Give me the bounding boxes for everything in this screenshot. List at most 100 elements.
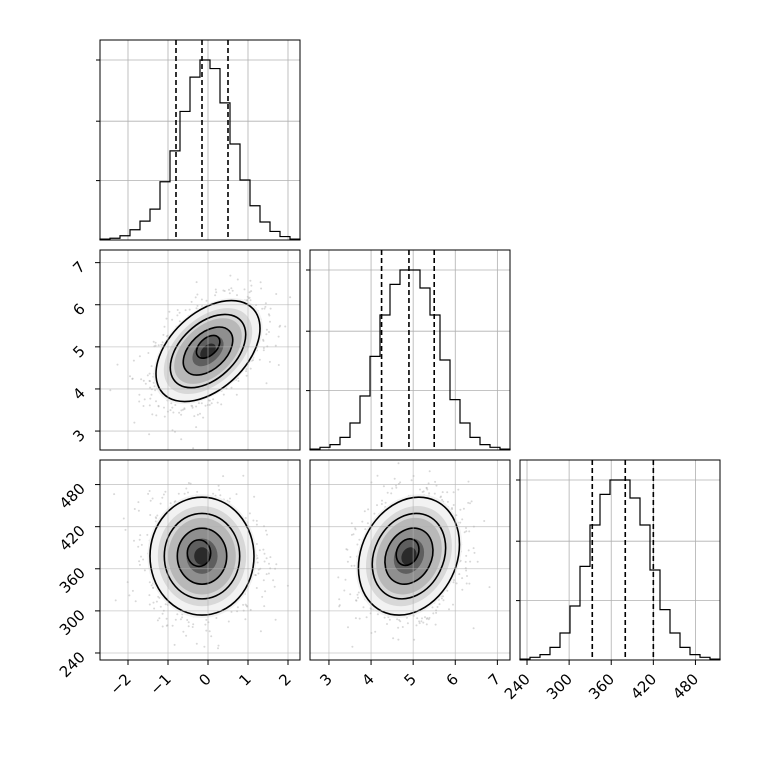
scatter-point bbox=[162, 333, 165, 336]
scatter-point bbox=[465, 569, 468, 572]
scatter-point bbox=[463, 531, 466, 534]
scatter-point bbox=[266, 533, 268, 536]
scatter-point bbox=[390, 492, 393, 495]
scatter-point bbox=[185, 634, 188, 637]
scatter-point bbox=[452, 504, 455, 506]
scatter-point bbox=[424, 616, 426, 619]
scatter-point bbox=[162, 493, 165, 496]
scatter-point bbox=[200, 298, 203, 301]
scatter-point bbox=[455, 582, 458, 585]
scatter-point bbox=[195, 426, 198, 429]
scatter-point bbox=[230, 610, 233, 613]
scatter-point bbox=[133, 421, 136, 424]
scatter-point bbox=[176, 309, 179, 311]
scatter-point bbox=[217, 484, 220, 487]
scatter-point bbox=[195, 405, 198, 408]
scatter-point bbox=[134, 600, 137, 603]
scatter-point bbox=[140, 378, 143, 381]
scatter-point bbox=[268, 331, 270, 333]
contour-2 bbox=[163, 512, 241, 600]
scatter-point bbox=[392, 637, 395, 640]
scatter-point bbox=[350, 533, 353, 536]
scatter-point bbox=[154, 344, 157, 347]
scatter-point bbox=[434, 623, 437, 626]
scatter-point bbox=[354, 527, 357, 530]
scatter-point bbox=[148, 379, 151, 382]
scatter-point bbox=[199, 412, 201, 415]
scatter-point bbox=[179, 618, 182, 621]
scatter-point bbox=[245, 370, 248, 373]
scatter-point bbox=[150, 365, 153, 368]
scatter-point bbox=[152, 340, 155, 343]
scatter-point bbox=[421, 491, 424, 493]
scatter-point bbox=[376, 504, 378, 507]
scatter-point bbox=[381, 499, 383, 502]
scatter-point bbox=[219, 494, 222, 497]
xtick-label-1-2: −1 bbox=[146, 670, 174, 698]
panel-frame bbox=[99, 39, 301, 241]
scatter-point bbox=[364, 528, 367, 531]
scatter-point bbox=[255, 523, 258, 526]
scatter-point bbox=[161, 625, 164, 628]
scatter-point bbox=[441, 498, 444, 501]
scatter-point bbox=[189, 482, 192, 485]
scatter-point bbox=[465, 554, 468, 557]
scatter-point bbox=[367, 508, 370, 511]
scatter-point bbox=[154, 516, 157, 519]
scatter-point bbox=[386, 491, 389, 494]
scatter-point bbox=[169, 409, 172, 412]
xtick-label-2-4: 6 bbox=[443, 670, 462, 689]
scatter-point bbox=[258, 358, 261, 361]
scatter-point bbox=[149, 514, 152, 516]
scatter-point bbox=[192, 623, 195, 626]
scatter-point bbox=[263, 560, 266, 563]
scatter-point bbox=[236, 294, 238, 297]
scatter-point bbox=[191, 626, 194, 628]
scatter-point bbox=[466, 575, 468, 577]
scatter-point bbox=[138, 355, 141, 358]
scatter-point bbox=[131, 377, 134, 380]
scatter-point bbox=[155, 400, 157, 403]
scatter-point bbox=[433, 492, 436, 495]
scatter-point bbox=[170, 402, 173, 405]
scatter-point bbox=[366, 522, 369, 525]
scatter-point bbox=[361, 520, 364, 523]
scatter-point bbox=[171, 318, 174, 321]
panel-frame bbox=[99, 249, 301, 451]
scatter-point bbox=[516, 556, 518, 558]
scatter-point bbox=[165, 335, 168, 338]
scatter-point bbox=[176, 613, 179, 616]
scatter-point bbox=[208, 399, 211, 402]
scatter-point bbox=[149, 386, 152, 389]
scatter-point bbox=[151, 497, 154, 500]
scatter-point bbox=[269, 556, 272, 559]
scatter-point bbox=[421, 617, 423, 620]
xtick-label-3-2: 300 bbox=[543, 670, 576, 703]
contour-4 bbox=[186, 539, 212, 568]
scatter-point bbox=[157, 344, 160, 347]
scatter-point bbox=[196, 304, 199, 307]
scatter-point bbox=[416, 617, 419, 620]
pair-content-3 bbox=[310, 460, 518, 660]
scatter-point bbox=[173, 643, 176, 646]
scatter-point bbox=[470, 500, 473, 503]
scatter-point bbox=[265, 573, 268, 576]
scatter-point bbox=[197, 402, 200, 405]
scatter-point bbox=[140, 555, 142, 558]
ytick-label-3-4: 420 bbox=[56, 522, 89, 555]
scatter-point bbox=[182, 408, 184, 411]
scatter-point bbox=[140, 543, 143, 546]
scatter-point bbox=[435, 611, 438, 614]
pair-panel-3 bbox=[309, 459, 518, 661]
scatter-point bbox=[256, 561, 259, 564]
scatter-point bbox=[391, 487, 394, 490]
scatter-point bbox=[138, 560, 141, 563]
scatter-point bbox=[193, 415, 196, 418]
scatter-point bbox=[428, 492, 431, 495]
scatter-point bbox=[249, 279, 252, 282]
scatter-point bbox=[138, 400, 141, 403]
contour-1 bbox=[155, 299, 261, 403]
scatter-point bbox=[252, 519, 255, 522]
scatter-point bbox=[139, 534, 142, 537]
scatter-point bbox=[245, 374, 248, 377]
